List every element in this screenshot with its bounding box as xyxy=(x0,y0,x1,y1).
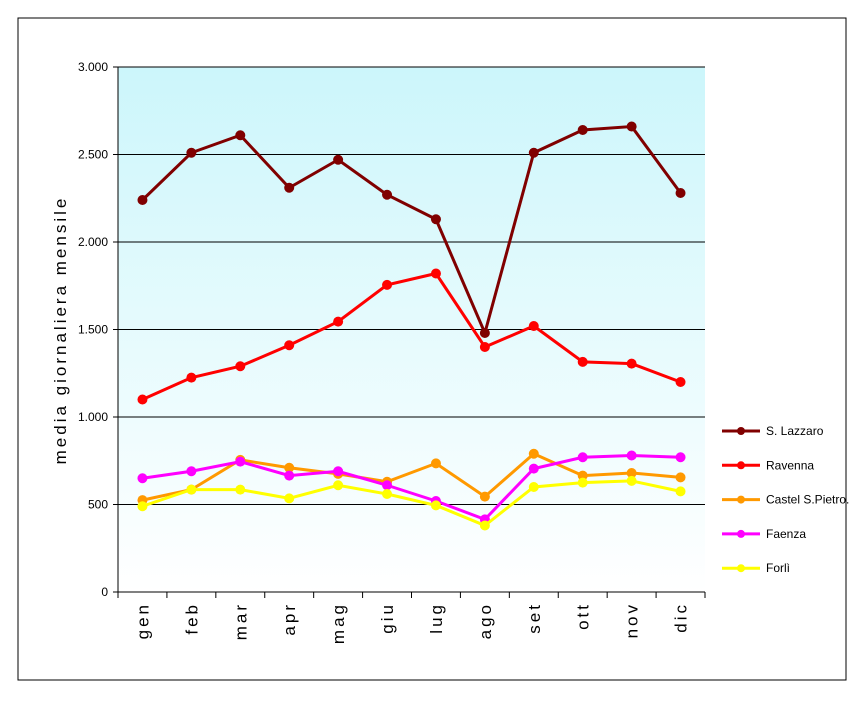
x-tick-label: mar xyxy=(231,602,250,640)
data-point xyxy=(333,154,344,165)
legend-marker xyxy=(737,461,745,470)
data-point xyxy=(333,316,344,327)
data-point xyxy=(479,328,490,338)
legend-label: S. Lazzaro xyxy=(766,424,824,438)
x-tick-label: apr xyxy=(280,602,299,636)
y-tick-label: 1.000 xyxy=(78,410,108,424)
legend-marker xyxy=(737,564,745,573)
data-point xyxy=(235,130,246,141)
data-point xyxy=(675,472,686,483)
data-point xyxy=(186,372,197,383)
data-point xyxy=(577,477,588,488)
legend-label: Faenza xyxy=(766,527,806,541)
x-tick-label: nov xyxy=(623,602,642,638)
data-point xyxy=(675,452,686,463)
data-point xyxy=(626,121,637,132)
data-point xyxy=(626,358,637,369)
data-point xyxy=(186,466,197,477)
x-tick-label: feb xyxy=(182,602,201,635)
x-tick-label: set xyxy=(525,602,544,634)
data-point xyxy=(235,456,246,467)
x-tick-label: dic xyxy=(672,602,691,633)
data-point xyxy=(284,470,295,481)
data-point xyxy=(284,462,295,473)
data-point xyxy=(382,279,393,290)
y-tick-label: 500 xyxy=(88,498,108,512)
data-point xyxy=(528,463,539,474)
legend-label: Forlì xyxy=(766,561,790,575)
data-point xyxy=(382,480,393,491)
legend-marker xyxy=(737,529,745,538)
data-point xyxy=(137,473,148,484)
data-point xyxy=(430,214,441,225)
x-tick-label: gen xyxy=(133,602,152,639)
legend-marker xyxy=(737,495,745,504)
data-point xyxy=(137,195,148,205)
data-point xyxy=(284,340,295,351)
data-point xyxy=(186,147,197,158)
data-point xyxy=(577,356,588,367)
data-point xyxy=(333,466,344,477)
y-tick-label: 1.500 xyxy=(78,323,108,337)
data-point xyxy=(577,452,588,463)
chart-border xyxy=(17,17,847,681)
data-point xyxy=(430,458,441,469)
data-point xyxy=(626,475,637,486)
data-point xyxy=(235,484,246,495)
data-point xyxy=(626,468,637,478)
y-tick-label: 2.500 xyxy=(78,148,108,162)
data-point xyxy=(675,188,686,198)
x-tick-label: giu xyxy=(378,602,397,634)
data-point xyxy=(577,125,588,135)
legend-label: Castel S.Pietro. xyxy=(766,493,849,507)
series-line xyxy=(141,124,682,338)
x-tick-label: ago xyxy=(476,602,495,639)
data-point xyxy=(479,491,490,502)
data-point xyxy=(479,520,490,531)
series-line xyxy=(141,479,681,528)
y-axis-title: media giornaliera mensile xyxy=(51,196,70,465)
series-line xyxy=(142,451,681,502)
y-tick-label: 3.000 xyxy=(78,60,108,74)
data-point xyxy=(430,500,441,511)
data-point xyxy=(479,342,490,352)
data-point xyxy=(528,448,539,459)
data-point xyxy=(137,394,148,405)
x-tick-label: mag xyxy=(329,602,348,644)
data-point xyxy=(675,377,686,387)
data-point xyxy=(284,493,295,504)
series-line xyxy=(141,271,682,401)
data-point xyxy=(382,489,393,499)
data-point xyxy=(137,501,148,512)
data-point xyxy=(528,482,539,492)
data-point xyxy=(577,470,588,481)
data-point xyxy=(382,189,393,200)
data-point xyxy=(186,484,197,495)
data-point xyxy=(528,147,539,158)
data-point xyxy=(528,321,539,331)
data-point xyxy=(626,450,637,461)
data-point xyxy=(284,182,295,193)
data-point xyxy=(675,486,686,497)
data-point xyxy=(430,268,441,279)
y-tick-label: 2.000 xyxy=(78,235,108,249)
data-point xyxy=(333,480,344,491)
data-point xyxy=(235,361,246,372)
x-tick-label: lug xyxy=(427,602,446,634)
series-line xyxy=(142,453,681,522)
legend-marker xyxy=(737,427,745,435)
legend-label: Ravenna xyxy=(766,458,814,472)
y-tick-label: 0 xyxy=(101,585,108,599)
x-tick-label: ott xyxy=(574,602,593,630)
